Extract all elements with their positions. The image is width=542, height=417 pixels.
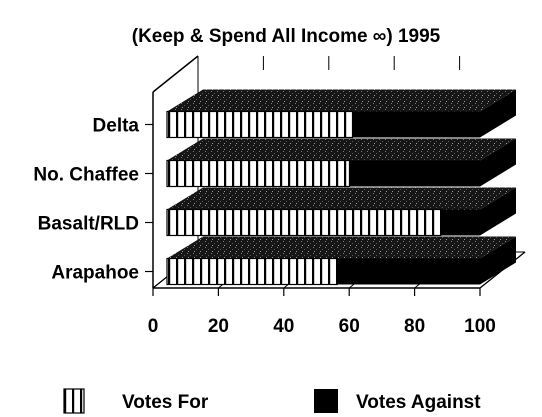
x-tick-label: 60 — [339, 316, 360, 337]
bar-side-face — [480, 89, 516, 138]
x-axis-ticks: 0 20 40 60 80 100 — [148, 316, 496, 337]
x-tick-label: 20 — [208, 316, 229, 337]
bar-group — [166, 89, 516, 286]
bar-votes-for — [166, 159, 351, 188]
legend-swatch-votes-against — [314, 389, 338, 413]
category-label-basalt-rld: Basalt/RLD — [38, 214, 139, 235]
bar-top-face — [167, 89, 516, 112]
category-label-no-chaffee: No. Chaffee — [33, 165, 139, 186]
bar-no-chaffee — [166, 138, 516, 188]
bar-top-face — [167, 138, 516, 161]
bar-top-face — [167, 236, 516, 259]
legend: Votes For Votes Against — [63, 388, 481, 414]
bar-votes-against — [352, 111, 480, 138]
category-label-delta: Delta — [93, 116, 140, 137]
bar-arapahoe — [166, 236, 516, 286]
x-tick-label: 100 — [464, 316, 496, 337]
legend-label-votes-against: Votes Against — [356, 392, 481, 413]
bar-votes-against — [440, 209, 480, 236]
bar-votes-for — [166, 110, 354, 139]
category-labels: Delta No. Chaffee Basalt/RLD Arapahoe — [33, 116, 153, 284]
wall-top-edge — [152, 55, 199, 93]
bar-side-face — [480, 187, 516, 236]
legend-label-votes-for: Votes For — [122, 392, 209, 413]
legend-swatch-votes-for — [63, 388, 85, 414]
x-tick-label: 0 — [148, 316, 159, 337]
bar-top-face — [167, 187, 516, 210]
bar-side-face — [480, 138, 516, 187]
bar-basalt-rld — [166, 187, 516, 237]
category-label-arapahoe: Arapahoe — [51, 263, 139, 284]
x-tick-label: 80 — [404, 316, 425, 337]
bar-votes-against — [349, 160, 480, 187]
bar-votes-against — [337, 258, 480, 285]
bar-votes-for — [166, 257, 338, 286]
x-tick-label: 40 — [273, 316, 294, 337]
bar-delta — [166, 89, 516, 139]
bar-side-face — [480, 236, 516, 285]
chart-title: (Keep & Spend All Income ∞) 1995 — [132, 26, 441, 47]
bar-votes-for — [166, 208, 442, 237]
